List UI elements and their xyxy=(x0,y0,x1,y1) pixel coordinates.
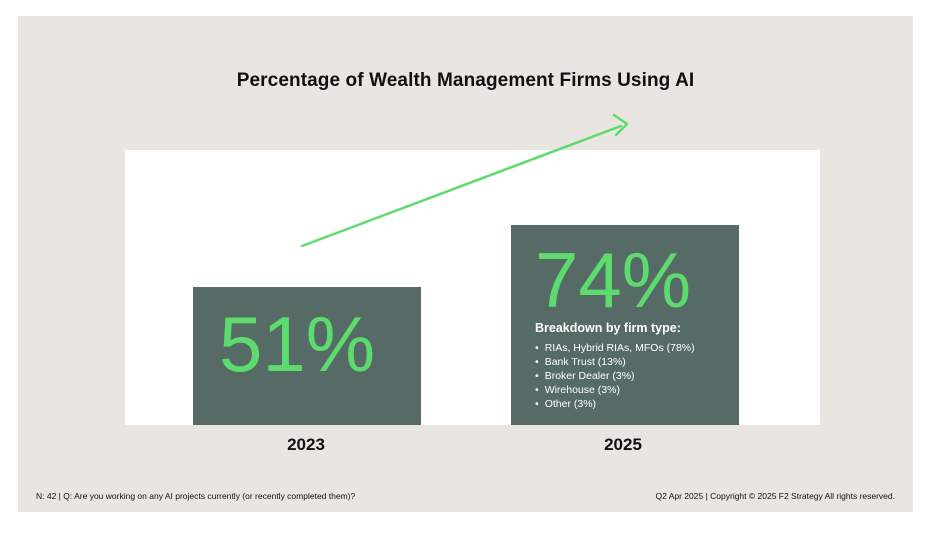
category-label-2025: 2025 xyxy=(604,435,642,454)
bar-2025: 74% Breakdown by firm type: RIAs, Hybrid… xyxy=(511,225,739,425)
trend-arrow xyxy=(300,113,629,248)
breakdown-list: RIAs, Hybrid RIAs, MFOs (78%) Bank Trust… xyxy=(535,341,695,411)
breakdown-item: Bank Trust (13%) xyxy=(535,355,695,369)
plot-area: 51% 74% Breakdown by firm type: RIAs, Hy… xyxy=(125,150,820,425)
bar-value-2023: 51% xyxy=(219,300,376,389)
trend-arrow-line xyxy=(300,124,623,248)
breakdown-item: Other (3%) xyxy=(535,397,695,411)
chart-title: Percentage of Wealth Management Firms Us… xyxy=(236,70,695,91)
category-label-2023: 2023 xyxy=(287,435,325,454)
breakdown-heading: Breakdown by firm type: xyxy=(535,321,681,336)
footer-copyright: Q2 Apr 2025 | Copyright © 2025 F2 Strate… xyxy=(655,491,895,501)
breakdown-item: Wirehouse (3%) xyxy=(535,383,695,397)
slide: Percentage of Wealth Management Firms Us… xyxy=(18,16,913,512)
breakdown-item: RIAs, Hybrid RIAs, MFOs (78%) xyxy=(535,341,695,355)
bar-2023: 51% xyxy=(193,287,421,425)
footer-note: N: 42 | Q: Are you working on any AI pro… xyxy=(36,491,356,501)
bar-value-2025: 74% xyxy=(535,236,692,325)
breakdown-item: Broker Dealer (3%) xyxy=(535,369,695,383)
trend-arrow-head xyxy=(612,113,629,137)
